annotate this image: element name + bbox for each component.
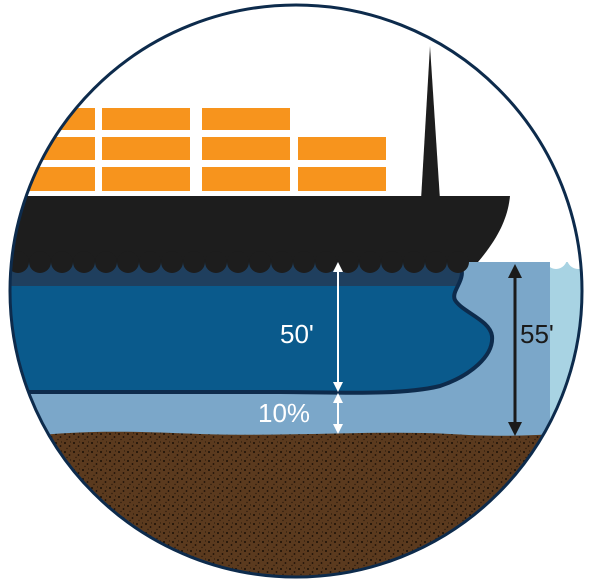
frame-circle: [8, 3, 584, 579]
hull-submerged: [10, 262, 493, 393]
draft-label: 50': [280, 319, 314, 349]
seabed-sediment: [10, 431, 582, 577]
clearance-label: 10%: [258, 398, 310, 428]
draft-arrow: [333, 262, 343, 392]
depth-arrow: [508, 264, 522, 436]
hull-outline: [10, 260, 495, 395]
depth-label: 55': [520, 319, 554, 349]
clearance-arrow: [333, 393, 343, 434]
mast: [421, 46, 440, 200]
hull-scallops: [10, 251, 469, 273]
hull-above-water: [10, 196, 510, 262]
water-surface-waves: [479, 247, 582, 269]
